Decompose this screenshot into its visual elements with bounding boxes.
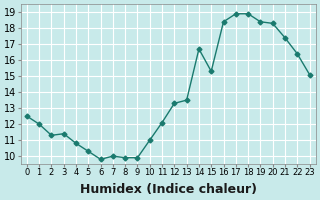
X-axis label: Humidex (Indice chaleur): Humidex (Indice chaleur) <box>80 183 257 196</box>
